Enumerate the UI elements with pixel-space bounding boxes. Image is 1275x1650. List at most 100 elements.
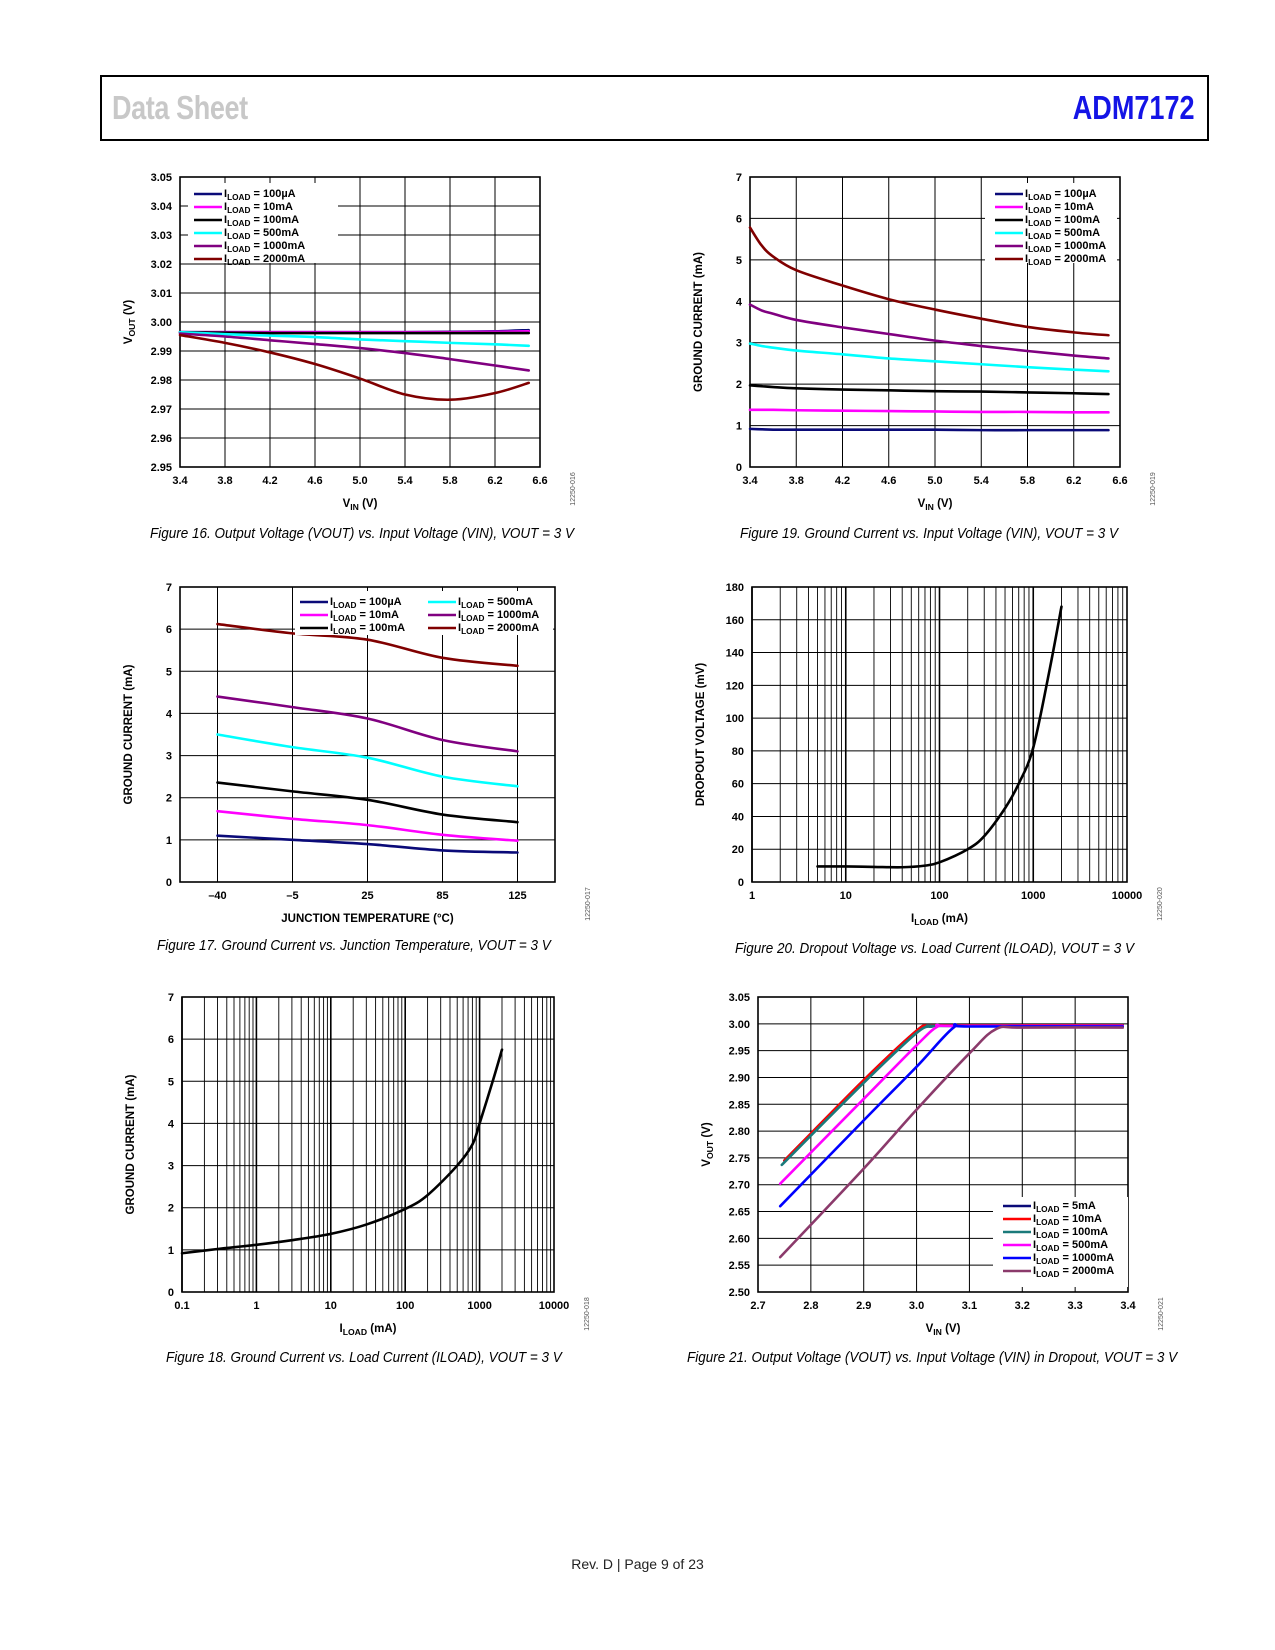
series-group [216,622,519,854]
y-tick-label: 6 [736,213,742,225]
y-tick-label: 2.95 [151,462,172,474]
x-tick-label: 2.9 [856,1300,871,1312]
y-tick-label: 3 [736,338,742,350]
y-tick-label: 100 [726,713,744,725]
legend-label: ILOAD = 100mA [224,214,299,228]
series-line [748,303,1110,360]
chart-svg: 0 20 40 60 80 100 120 140 160 180 1 10 100 1000 10000 I… [695,582,1164,927]
series-line [816,605,1063,869]
y-tick-label: 2.85 [729,1099,750,1111]
y-tick-label: 3.01 [151,288,172,300]
legend-label: ILOAD = 1000mA [224,240,305,254]
figure-21-chart: 2.50 2.55 2.60 2.65 2.70 2.75 2.80 2.85 2.90 2.95… [690,985,1190,1345]
legend-label: ILOAD = 100µA [1025,188,1097,202]
y-tick-label: 4 [166,708,173,720]
legend-label: ILOAD = 10mA [224,201,293,215]
page-footer: Rev. D | Page 9 of 23 [571,1556,704,1572]
x-tick-label: 6.6 [532,475,547,487]
legend-label: ILOAD = 10mA [1025,201,1094,215]
y-tick-label: 3 [166,751,172,763]
series-line [178,333,531,402]
chart-svg: 2.95 2.96 2.97 2.98 2.99 3.00 3.01 3.02 3.03 3.04… [123,172,577,512]
y-tick-label: 3 [168,1161,174,1173]
x-tick-label: 6.2 [487,475,502,487]
x-tick-label: 3.2 [1015,1300,1030,1312]
y-tick-label: 3.03 [151,230,172,242]
chart-svg: 0 1 2 3 4 5 6 7 0.1 1 10 100 1000 10000 ILOAD (mA) GROU… [125,992,591,1337]
x-tick-label: 4.2 [262,475,277,487]
series-line [178,330,531,348]
y-tick-label: 2.95 [729,1046,750,1058]
legend-label: ILOAD = 2000mA [224,253,305,267]
y-axis-label: VOUT (V) [701,1122,715,1167]
series-line [783,1024,1125,1162]
y-tick-label: 180 [726,582,744,594]
y-tick-label: 6 [168,1034,174,1046]
y-tick-label: 2.65 [729,1207,750,1219]
x-tick-label: 3.4 [172,475,188,487]
y-axis-label: VOUT (V) [123,300,137,345]
x-tick-label: 10000 [539,1300,570,1312]
x-tick-label: 1000 [1021,890,1045,902]
legend-label: ILOAD = 1000mA [1025,240,1106,254]
x-tick-label: 0.1 [174,1300,189,1312]
y-tick-label: 5 [168,1076,174,1088]
legend-label: ILOAD = 100µA [330,596,402,610]
x-tick-label: 6.2 [1066,475,1081,487]
legend-label: ILOAD = 100µA [224,188,296,202]
figure-16-caption: Figure 16. Output Voltage (VOUT) vs. Inp… [150,525,575,542]
x-axis-label: VIN (V) [926,1323,961,1337]
y-tick-label: 3.05 [151,172,172,184]
legend-label: ILOAD = 10mA [330,609,399,623]
y-tick-label: 3.04 [151,201,173,213]
y-tick-label: 4 [168,1118,175,1130]
header-left-title: Data Sheet [112,89,248,126]
y-tick-label: 4 [736,296,743,308]
x-tick-label: 4.2 [835,475,850,487]
series-line [783,1024,1125,1162]
y-tick-label: 120 [726,680,744,692]
x-tick-label: 125 [508,890,526,902]
y-tick-label: 20 [732,844,744,856]
x-tick-label: 3.8 [789,475,804,487]
series-line [748,384,1110,396]
series-line [216,809,519,842]
x-tick-label: 10 [325,1300,337,1312]
figure-16-chart: 2.95 2.96 2.97 2.98 2.99 3.00 3.01 3.02 3.03 3.04… [110,165,610,515]
series-line [216,834,519,854]
x-tick-label: 10000 [1112,890,1143,902]
plot-frame [181,996,555,1293]
legend-label: ILOAD = 500mA [1033,1239,1108,1253]
y-tick-label: 2 [166,793,172,805]
y-axis-label: GROUND CURRENT (mA) [125,1074,137,1214]
series-line [748,342,1110,373]
figure-code: 12250-019 [1150,472,1157,506]
x-tick-label: 5.8 [442,475,457,487]
y-tick-label: 40 [732,811,744,823]
header-right-title: ADM7172 [1073,89,1195,126]
figure-code: 12250-017 [585,887,592,921]
legend-label: ILOAD = 5mA [1033,1200,1096,1214]
legend-label: ILOAD = 2000mA [1025,253,1106,267]
page-header: Data Sheet ADM7172 [100,75,1209,141]
series-line [216,781,519,824]
legend-label: ILOAD = 2000mA [1033,1265,1114,1279]
x-tick-label: 100 [396,1300,414,1312]
legend-label: ILOAD = 1000mA [1033,1252,1114,1266]
legend-label: ILOAD = 2000mA [458,622,539,636]
series-group [816,605,1063,869]
x-tick-label: 3.1 [962,1300,977,1312]
series-line [778,1025,1125,1259]
series-line [780,1024,1125,1167]
legend-background [295,591,553,635]
figure-19-chart: 0 1 2 3 4 5 6 7 3.4 3.8 4.2 4.6 5.0 5.4 5.8 6.2 6.6 VIN (… [690,165,1190,515]
figure-code: 12250-020 [1157,887,1164,921]
y-tick-label: 2.90 [729,1072,750,1084]
x-tick-label: 3.4 [1120,1300,1136,1312]
figure-code: 12250-018 [584,1297,591,1331]
x-tick-label: 4.6 [307,475,322,487]
y-tick-label: 0 [166,877,172,889]
x-tick-label: 5.4 [974,475,990,487]
y-tick-label: 140 [726,648,744,660]
